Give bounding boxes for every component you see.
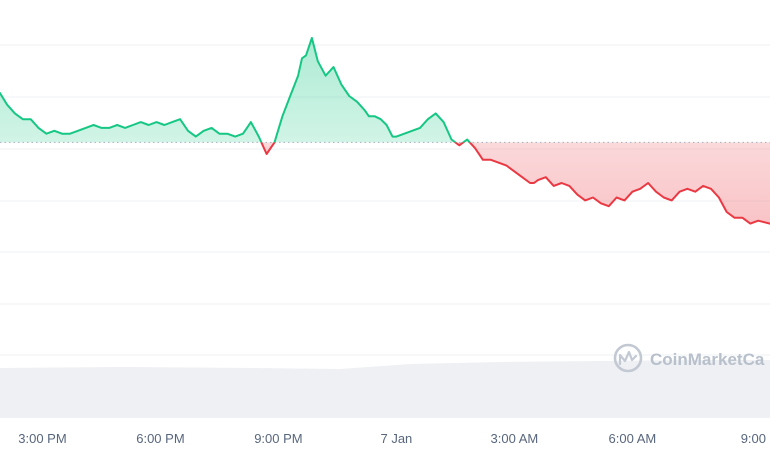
volume-band: [0, 360, 770, 418]
x-tick-label: 3:00 AM: [491, 431, 539, 446]
x-tick-label: 3:00 PM: [18, 431, 66, 446]
x-tick-label: 6:00 PM: [136, 431, 184, 446]
x-tick-label: 9:00: [741, 431, 766, 446]
price-line-down: [260, 142, 770, 225]
area-below-baseline: [0, 142, 770, 224]
watermark: CoinMarketCa: [613, 343, 765, 373]
x-tick-label: 6:00 AM: [609, 431, 657, 446]
x-axis-ticks: 3:00 PM 6:00 PM 9:00 PM 7 Jan 3:00 AM 6:00 AM…: [18, 431, 766, 446]
watermark-text: CoinMarketCa: [650, 350, 765, 369]
grid-lines: [0, 44, 770, 356]
area-above-baseline: [0, 38, 470, 143]
coinmarketcap-logo-icon: [613, 343, 643, 373]
volume-area: [0, 360, 770, 418]
price-line-up: [0, 37, 472, 143]
price-line: [0, 37, 770, 225]
price-area: [0, 38, 770, 224]
x-tick-label: 7 Jan: [380, 431, 412, 446]
x-tick-label: 9:00 PM: [254, 431, 302, 446]
